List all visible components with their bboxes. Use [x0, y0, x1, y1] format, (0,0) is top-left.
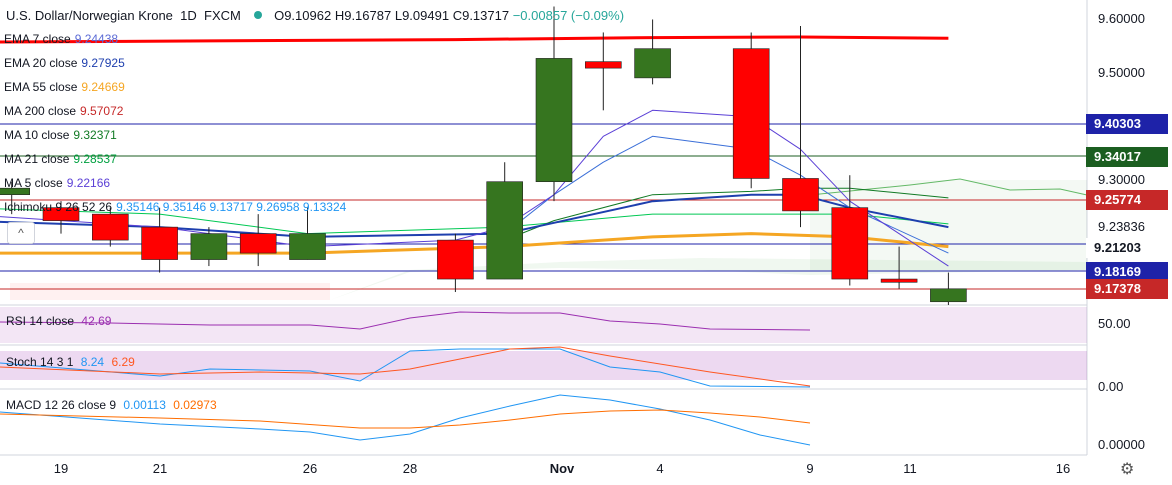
candle-body-5 [190, 233, 228, 260]
time-tick: 26 [302, 461, 318, 476]
candle-body-2 [42, 207, 80, 221]
signal-value: 0.02973 [173, 398, 217, 412]
stoch-d-value: 6.29 [111, 355, 135, 369]
legend-row[interactable]: MA 200 close 9.57072 [4, 99, 123, 123]
ohlc-open: O9.10962 [274, 8, 332, 23]
price-label: 9.34017 [1086, 147, 1168, 167]
time-tick: 19 [53, 461, 69, 476]
ma200-line [0, 35, 949, 44]
legend-label: EMA 20 close [4, 56, 78, 70]
stoch-d-line [0, 346, 811, 387]
legend-row[interactable]: Ichimoku 9 26 52 26 9.35146 9.35146 9.137… [4, 195, 346, 219]
macd-legend: MACD 12 26 close 9 0.00113 0.02973 [6, 398, 217, 412]
legend-row[interactable]: MA 5 close 9.22166 [4, 171, 110, 195]
price-label: 9.17378 [1086, 279, 1168, 299]
candle-body-14 [782, 178, 819, 212]
macd-line [0, 394, 811, 446]
ichimoku-cloud-red [10, 283, 330, 300]
candle-body-15 [831, 207, 869, 280]
legend-value: 9.22166 [66, 176, 111, 190]
legend-row[interactable]: MA 21 close 9.28537 [4, 147, 117, 171]
time-tick: 11 [903, 461, 917, 476]
legend-label: MA 5 close [4, 176, 63, 190]
rsi-label: RSI 14 close [6, 314, 75, 328]
price-tick: 9.30000 [1098, 172, 1145, 187]
source: FXCM [204, 8, 241, 23]
candle-body-9 [486, 181, 524, 280]
macd-value: 0.00113 [123, 398, 166, 412]
price-label: 9.18169 [1086, 262, 1168, 282]
candle-body-13 [732, 48, 770, 179]
rsi-value: 42.69 [81, 314, 112, 328]
time-tick: Nov [549, 461, 575, 476]
price-label: 9.21203 [1086, 238, 1168, 258]
time-tick: 21 [152, 461, 168, 476]
legend-label: MA 10 close [4, 128, 70, 142]
stoch-tick: 0.00 [1098, 379, 1124, 394]
stoch-k-value: 8.24 [80, 355, 105, 369]
candle-body-17 [930, 288, 967, 303]
macd-label: MACD 12 26 close 9 [6, 398, 117, 412]
candle-body-1 [0, 187, 31, 195]
ohlc-close: C9.13717 [452, 8, 510, 23]
stoch-k-line [0, 348, 811, 388]
legend-value: 9.35146 9.35146 9.13717 9.26958 9.13324 [116, 200, 347, 214]
legend-label: MA 200 close [4, 104, 77, 118]
legend-row[interactable]: MA 10 close 9.32371 [4, 123, 117, 147]
time-tick: 4 [656, 461, 664, 476]
stoch-legend: Stoch 14 3 1 8.24 6.29 [6, 355, 135, 369]
symbol-name[interactable]: U.S. Dollar/Norwegian Krone [6, 8, 173, 23]
macd-signal-line [0, 409, 811, 429]
rsi-band [0, 307, 1087, 343]
ohlc-low: L9.09491 [394, 8, 450, 23]
legend-value: 9.57072 [80, 104, 124, 118]
ema7-line [504, 135, 949, 254]
candle-body-8 [437, 239, 474, 280]
time-tick: 9 [806, 461, 814, 476]
settings-gear-icon[interactable]: ⚙ [1120, 461, 1135, 478]
candle-body-16 [880, 278, 918, 283]
price-tick: 9.23836 [1098, 219, 1145, 234]
rsi-line [0, 311, 811, 331]
candle-body-6 [239, 233, 277, 254]
time-tick: 16 [1055, 461, 1071, 476]
legend-value: 9.24438 [74, 32, 119, 46]
price-label: 9.40303 [1086, 114, 1168, 134]
legend-label: MA 21 close [4, 152, 70, 166]
legend-row[interactable]: EMA 20 close 9.27925 [4, 51, 125, 75]
ohlc-high: H9.16787 [334, 8, 392, 23]
candle-body-12 [634, 48, 671, 79]
stoch-band [0, 351, 1087, 380]
interval[interactable]: 1D [180, 8, 197, 23]
legend-value: 9.32371 [73, 128, 117, 142]
legend-value: 9.27925 [81, 56, 125, 70]
legend-value: 9.28537 [73, 152, 117, 166]
rsi-tick: 50.00 [1098, 316, 1131, 331]
ichimoku-span-line [809, 178, 1088, 196]
candle-body-4 [141, 226, 178, 260]
macd-tick: 0.00000 [1098, 437, 1145, 452]
price-tick: 9.60000 [1098, 11, 1145, 26]
status-dot [254, 11, 263, 19]
time-tick: 28 [402, 461, 418, 476]
legend-label: EMA 7 close [4, 32, 71, 46]
collapse-legend-button[interactable]: ^ [7, 222, 35, 244]
price-label: 9.25774 [1086, 190, 1168, 210]
candle-body-3 [92, 213, 129, 241]
legend-row[interactable]: EMA 55 close 9.24669 [4, 75, 125, 99]
candle-body-7 [289, 233, 326, 260]
legend-label: Ichimoku 9 26 52 26 [4, 200, 113, 214]
rsi-legend: RSI 14 close 42.69 [6, 314, 111, 328]
candle-body-10 [535, 58, 573, 183]
legend-row[interactable]: EMA 7 close 9.24438 [4, 27, 118, 51]
legend-value: 9.24669 [81, 80, 125, 94]
candle-body-11 [584, 61, 622, 69]
legend-label: EMA 55 close [4, 80, 78, 94]
price-tick: 9.50000 [1098, 65, 1145, 80]
ohlc-change: −0.00857 (−0.09%) [512, 8, 625, 23]
stoch-label: Stoch 14 3 1 [6, 355, 74, 369]
chart-header: U.S. Dollar/Norwegian Krone 1D FXCM O9.1… [6, 8, 624, 23]
